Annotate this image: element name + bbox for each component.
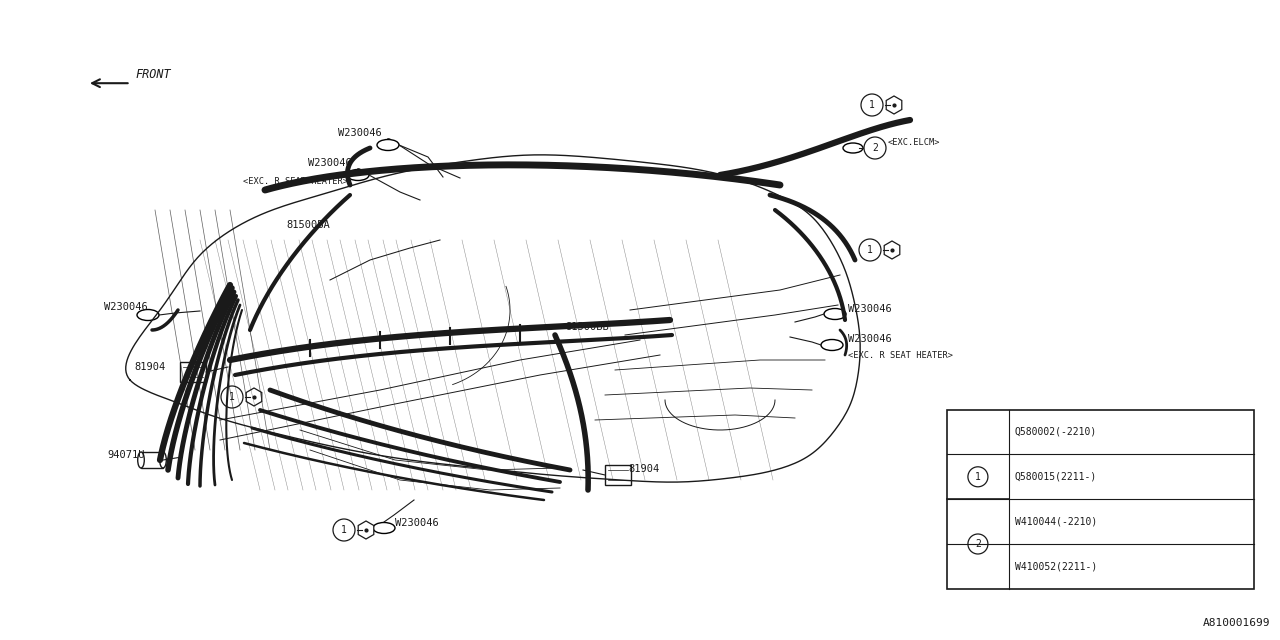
Ellipse shape (347, 170, 369, 180)
Text: 94071U: 94071U (108, 450, 145, 460)
Polygon shape (358, 521, 374, 539)
Circle shape (968, 467, 988, 487)
Ellipse shape (844, 143, 863, 153)
Text: 81904: 81904 (134, 362, 166, 372)
Text: Q580002(-2210): Q580002(-2210) (1015, 427, 1097, 437)
Text: 81500BA: 81500BA (287, 220, 330, 230)
Circle shape (968, 534, 988, 554)
Text: <EXC. R SEAT HEATER>: <EXC. R SEAT HEATER> (243, 177, 348, 186)
Text: W410052(2211-): W410052(2211-) (1015, 561, 1097, 572)
Polygon shape (246, 388, 262, 406)
Text: 81500BB: 81500BB (564, 322, 609, 332)
Bar (141, 452, 163, 468)
Bar (180, 362, 206, 382)
Text: <EXC.ELCM>: <EXC.ELCM> (888, 138, 941, 147)
Text: W230046: W230046 (849, 304, 892, 314)
Text: W230046: W230046 (308, 158, 352, 168)
Bar (605, 465, 631, 485)
Text: 2: 2 (975, 539, 980, 549)
Text: Q580015(2211-): Q580015(2211-) (1015, 472, 1097, 482)
Circle shape (221, 386, 243, 408)
Text: W410044(-2210): W410044(-2210) (1015, 516, 1097, 527)
Polygon shape (886, 96, 902, 114)
Text: A810001699: A810001699 (1202, 618, 1270, 628)
Text: 1: 1 (869, 100, 876, 110)
Circle shape (859, 239, 881, 261)
Text: 1: 1 (867, 245, 873, 255)
Ellipse shape (824, 308, 846, 319)
Text: W230046: W230046 (104, 302, 148, 312)
Text: W230046: W230046 (849, 334, 892, 344)
Text: 1: 1 (975, 472, 980, 482)
Ellipse shape (138, 452, 145, 468)
Circle shape (333, 519, 355, 541)
Text: 2: 2 (872, 143, 878, 153)
Text: W230046: W230046 (338, 128, 381, 138)
Text: FRONT: FRONT (136, 68, 172, 81)
Ellipse shape (372, 522, 396, 534)
Bar (947, 410, 1254, 589)
Polygon shape (884, 241, 900, 259)
Circle shape (861, 94, 883, 116)
Ellipse shape (820, 339, 844, 351)
Text: <EXC. R SEAT HEATER>: <EXC. R SEAT HEATER> (849, 351, 954, 360)
Ellipse shape (137, 310, 159, 321)
Text: 1: 1 (340, 525, 347, 535)
Ellipse shape (378, 140, 399, 150)
Text: W230046: W230046 (396, 518, 439, 528)
Text: 1: 1 (229, 392, 236, 402)
Circle shape (864, 137, 886, 159)
Text: 81904: 81904 (628, 464, 659, 474)
Ellipse shape (160, 452, 166, 468)
